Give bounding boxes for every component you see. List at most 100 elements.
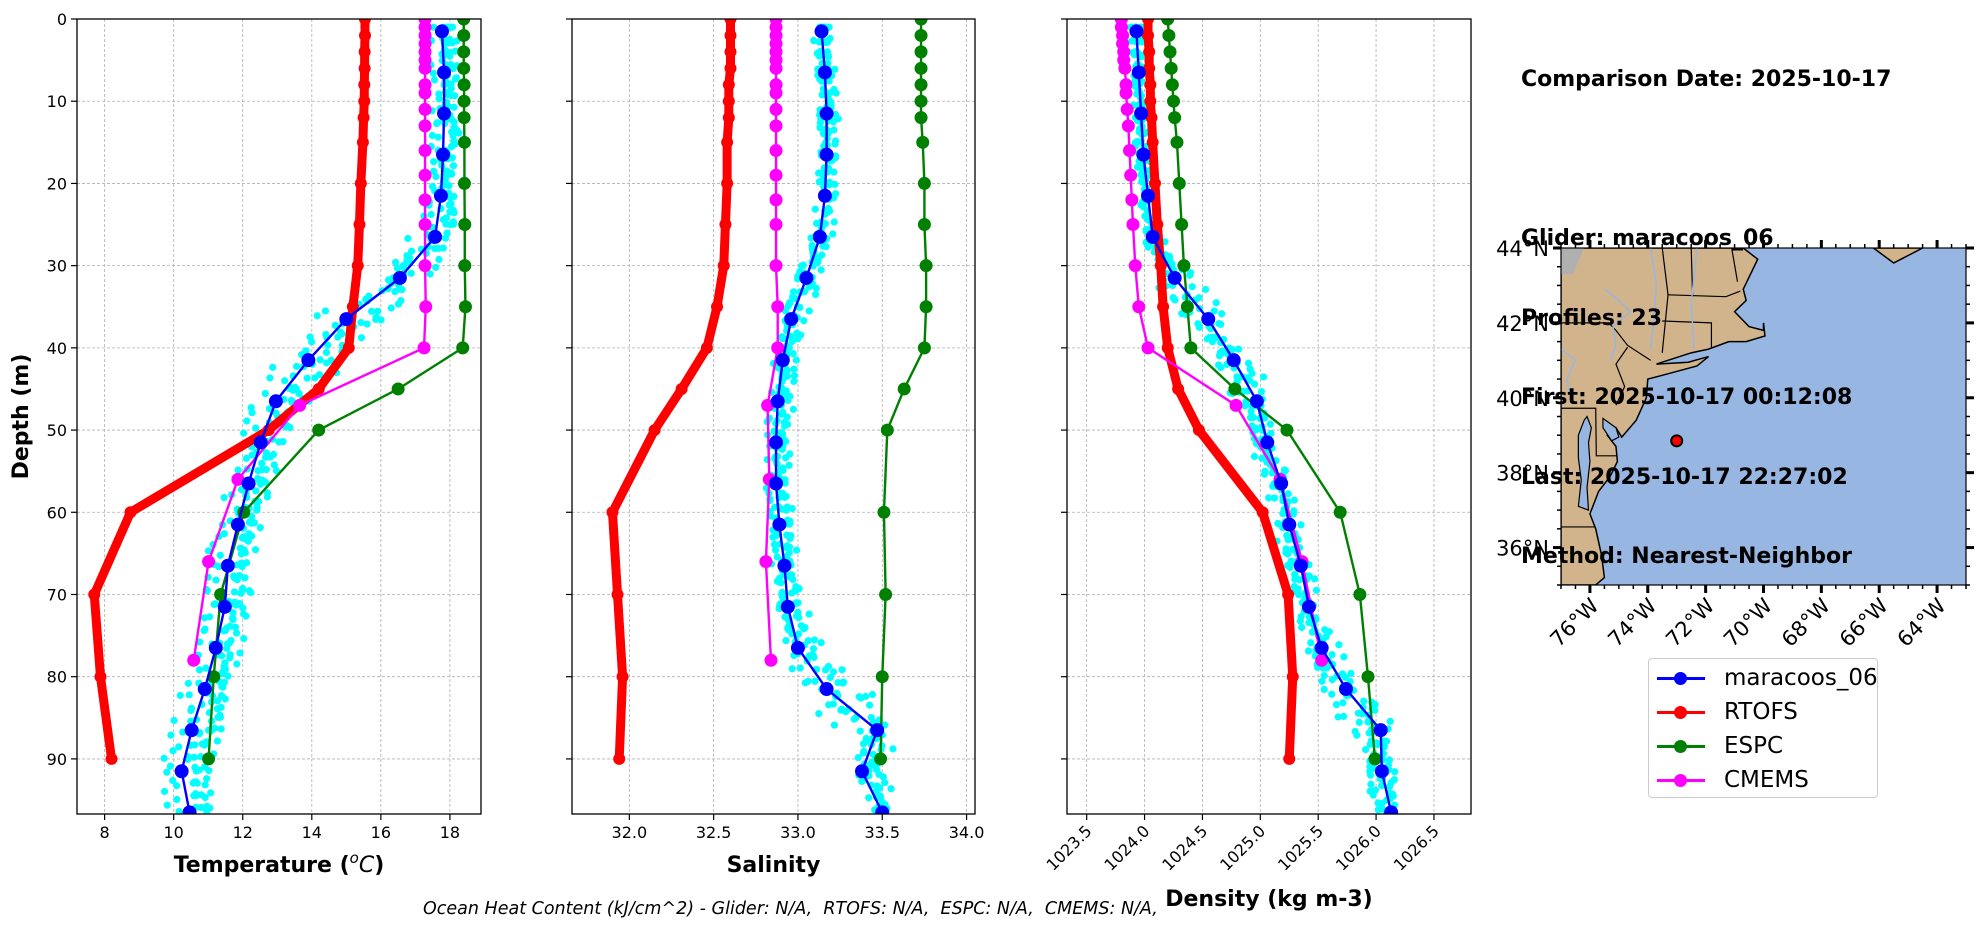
- scatter-point: [404, 234, 412, 243]
- scatter-point: [163, 801, 171, 809]
- scatter-point: [1322, 633, 1330, 641]
- scatter-point: [428, 131, 437, 140]
- scatter-point: [258, 459, 266, 468]
- scatter-point: [197, 803, 205, 812]
- data-point: [814, 24, 829, 39]
- scatter-point: [782, 637, 790, 645]
- data-point: [182, 805, 197, 814]
- scatter-point: [1307, 639, 1315, 647]
- scatter-point: [782, 387, 790, 395]
- scatter-point: [829, 668, 838, 676]
- data-point: [301, 353, 316, 368]
- scatter-point: [216, 551, 224, 559]
- data-point: [105, 752, 118, 765]
- data-point: [790, 640, 805, 655]
- series-maracoos_06: [1129, 24, 1399, 814]
- data-point: [458, 218, 472, 232]
- scatter-point: [817, 266, 825, 274]
- profile-count: Profiles: 23: [1521, 305, 1663, 331]
- lake-ontario: [1561, 248, 1585, 275]
- data-point: [418, 86, 432, 100]
- scatter-point: [429, 69, 437, 77]
- scatter-point: [808, 241, 816, 250]
- scatter-point: [1312, 586, 1321, 594]
- scatter-point: [239, 604, 247, 612]
- data-point: [1145, 111, 1158, 124]
- x-tick-label: 34.0: [949, 823, 985, 842]
- scatter-point: [261, 478, 270, 486]
- scatter-point: [242, 454, 251, 462]
- y-tick-label: 70: [47, 585, 67, 604]
- lon-tick-label: 74°W: [1603, 593, 1661, 651]
- scatter-point: [818, 176, 826, 184]
- scatter-point: [878, 798, 887, 807]
- scatter-point: [216, 711, 224, 719]
- data-point: [268, 394, 283, 409]
- scatter-point: [1386, 717, 1394, 725]
- scatter-point: [1291, 571, 1299, 580]
- scatter-point: [203, 775, 211, 783]
- scatter-point: [430, 158, 438, 166]
- data-point: [1128, 259, 1142, 273]
- scatter-point: [432, 263, 440, 271]
- data-point: [1134, 106, 1149, 121]
- scatter-point: [790, 365, 798, 373]
- data-point: [1384, 805, 1399, 814]
- scatter-point: [1266, 420, 1274, 428]
- scatter-point: [160, 787, 169, 796]
- scatter-point: [811, 205, 819, 213]
- land: [1561, 248, 1766, 585]
- x-tick-label: 33.5: [864, 823, 900, 842]
- scatter-point: [782, 543, 790, 552]
- scatter-point: [1340, 653, 1348, 661]
- data-point: [613, 752, 626, 765]
- data-point: [1136, 147, 1151, 162]
- x-tick-label: 1026.5: [1390, 821, 1443, 874]
- data-point: [1145, 229, 1160, 244]
- data-point: [253, 435, 268, 450]
- data-point: [799, 270, 814, 285]
- data-point: [1126, 218, 1140, 232]
- scatter-point: [1347, 669, 1355, 677]
- series-maracoos_06: [769, 24, 890, 814]
- data-point: [1333, 505, 1347, 519]
- scatter-point: [797, 622, 805, 630]
- data-point: [812, 229, 827, 244]
- data-point: [418, 144, 432, 158]
- data-point: [769, 193, 783, 207]
- scatter-point: [207, 789, 215, 797]
- scatter-point: [195, 666, 204, 674]
- data-point: [436, 147, 451, 162]
- scatter-point: [448, 23, 457, 31]
- data-point: [724, 19, 737, 25]
- x-tick-label: 1025.5: [1274, 821, 1327, 874]
- axes-frame: [571, 18, 976, 815]
- scatter-point: [815, 169, 823, 177]
- data-point: [1180, 300, 1194, 314]
- scatter-point: [1380, 743, 1389, 751]
- scatter-point: [316, 356, 324, 364]
- data-point: [780, 599, 795, 614]
- scatter-point: [856, 727, 864, 735]
- scatter-point: [1297, 521, 1305, 529]
- series-espc: [1161, 19, 1382, 766]
- scatter-point: [448, 170, 456, 178]
- data-point: [351, 259, 364, 272]
- data-point: [914, 78, 928, 92]
- lat-tick-label: 36°N: [1496, 537, 1549, 561]
- data-point: [1121, 119, 1135, 133]
- data-point: [230, 517, 245, 532]
- river: [1603, 288, 1632, 361]
- scatter-point: [248, 451, 256, 459]
- lat-tick-label: 38°N: [1496, 462, 1549, 486]
- data-point: [771, 300, 785, 314]
- scatter-point: [805, 610, 813, 618]
- x-tick-label: 1024.0: [1100, 821, 1153, 874]
- scatter-point: [1328, 650, 1336, 659]
- scatter-point: [1270, 494, 1279, 502]
- scatter-point: [1203, 335, 1211, 343]
- data-point: [771, 341, 785, 355]
- y-tick-label: 90: [47, 750, 67, 769]
- scatter-point: [1289, 545, 1297, 554]
- data-point: [769, 476, 784, 491]
